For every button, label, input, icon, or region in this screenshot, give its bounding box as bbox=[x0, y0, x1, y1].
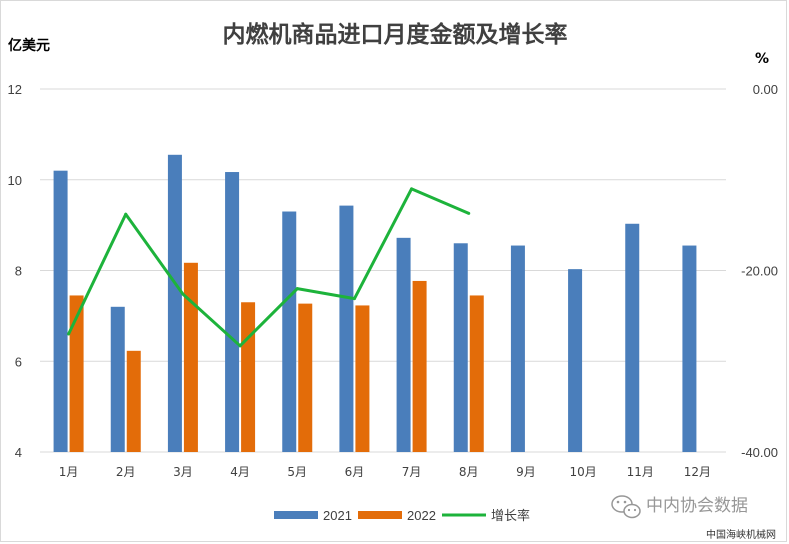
category-label: 6月 bbox=[345, 465, 365, 479]
left-axis-ticks: 4 6 8 10 12 bbox=[8, 82, 22, 460]
right-axis-ticks: -40.00 -20.00 0.00 bbox=[741, 82, 778, 460]
bar-2022 bbox=[355, 305, 370, 452]
bar-2022 bbox=[183, 262, 198, 452]
bar-2022 bbox=[412, 280, 427, 452]
bar-2022 bbox=[241, 302, 256, 452]
bar-2021 bbox=[453, 243, 468, 452]
bar-series bbox=[53, 154, 697, 453]
left-tick-label: 8 bbox=[15, 264, 22, 279]
left-tick-label: 10 bbox=[8, 173, 22, 188]
bar-2021 bbox=[625, 223, 640, 452]
line-growth-rate bbox=[67, 187, 470, 348]
bar-2021 bbox=[110, 306, 125, 452]
chart-title: 内燃机商品进口月度金额及增长率 bbox=[223, 21, 568, 48]
bar-2021 bbox=[396, 237, 411, 452]
right-tick-label: 0.00 bbox=[753, 82, 778, 97]
legend-label-2022: 2022 bbox=[407, 508, 436, 523]
bar-2021 bbox=[510, 245, 525, 452]
bar-2021 bbox=[225, 172, 240, 452]
category-label: 4月 bbox=[230, 465, 250, 479]
bar-2021 bbox=[339, 205, 354, 452]
category-label: 11月 bbox=[627, 465, 654, 479]
category-label: 12月 bbox=[684, 465, 711, 479]
line-point bbox=[467, 211, 471, 215]
bar-2021 bbox=[682, 245, 697, 452]
legend-label-growth: 增长率 bbox=[491, 508, 530, 524]
category-label: 1月 bbox=[59, 465, 79, 479]
category-label: 9月 bbox=[516, 465, 536, 479]
line-point bbox=[124, 212, 128, 216]
source-text: 中国海峡机械网 bbox=[706, 528, 776, 541]
bar-2021 bbox=[282, 211, 297, 452]
left-axis-unit: 亿美元 bbox=[8, 37, 50, 54]
category-label: 2月 bbox=[116, 465, 136, 479]
category-labels: 1月 2月 3月 4月 5月 6月 7月 8月 9月 10月 11月 12月 bbox=[59, 465, 711, 479]
bar-2022 bbox=[469, 295, 484, 452]
line-series bbox=[67, 187, 471, 348]
right-tick-label: -20.00 bbox=[741, 264, 778, 279]
bar-2021 bbox=[568, 269, 583, 452]
legend: 2021 2022 增长率 bbox=[274, 508, 530, 524]
left-tick-label: 12 bbox=[8, 82, 22, 97]
bar-2022 bbox=[69, 295, 84, 452]
right-axis-unit: % bbox=[755, 51, 769, 67]
category-label: 3月 bbox=[173, 465, 193, 479]
line-point bbox=[238, 344, 242, 348]
legend-swatch-2022 bbox=[358, 511, 402, 519]
watermark-text: 中内协会数据 bbox=[646, 496, 748, 516]
line-point bbox=[352, 297, 356, 301]
watermark: 中内协会数据 bbox=[611, 495, 748, 519]
line-point bbox=[295, 287, 299, 291]
category-label: 10月 bbox=[569, 465, 596, 479]
bar-2022 bbox=[298, 303, 313, 452]
bar-2022 bbox=[126, 350, 141, 452]
category-label: 7月 bbox=[402, 465, 422, 479]
legend-swatch-2021 bbox=[274, 511, 318, 519]
category-label: 8月 bbox=[459, 465, 479, 479]
line-point bbox=[410, 187, 414, 191]
line-point bbox=[181, 292, 185, 296]
bar-2021 bbox=[53, 170, 68, 453]
line-point bbox=[67, 332, 71, 336]
category-label: 5月 bbox=[287, 465, 307, 479]
bar-2021 bbox=[167, 154, 182, 452]
gridlines bbox=[40, 88, 726, 453]
left-tick-label: 6 bbox=[15, 354, 22, 369]
right-tick-label: -40.00 bbox=[741, 445, 778, 460]
wechat-icon bbox=[611, 495, 641, 519]
left-tick-label: 4 bbox=[15, 445, 22, 460]
legend-label-2021: 2021 bbox=[323, 508, 352, 523]
